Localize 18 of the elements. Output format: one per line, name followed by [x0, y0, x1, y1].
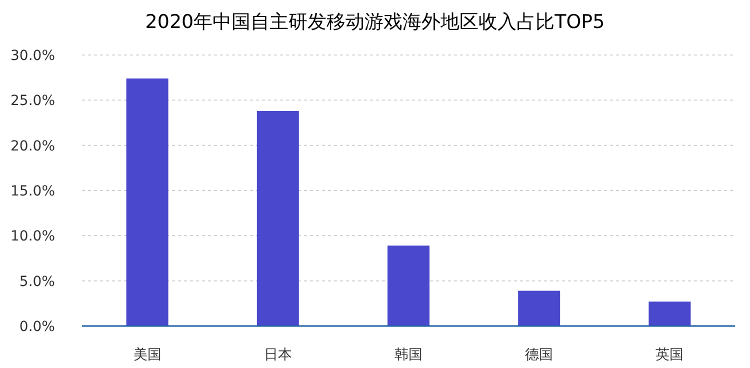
x-tick-label: 英国: [656, 347, 684, 363]
y-tick-label: 25.0%: [10, 93, 55, 110]
bar: [126, 78, 168, 326]
y-tick-label: 30.0%: [10, 48, 55, 64]
y-tick-label: 15.0%: [10, 184, 55, 200]
bar: [388, 246, 430, 326]
y-tick-label: 0.0%: [19, 319, 55, 335]
y-tick-label: 10.0%: [10, 228, 55, 245]
y-tick-label: 20.0%: [10, 138, 55, 154]
x-tick-label: 日本: [264, 347, 292, 363]
bar: [256, 111, 299, 326]
x-tick-label: 美国: [133, 347, 162, 363]
x-tick-label: 德国: [525, 347, 554, 363]
y-tick-label: 5.0%: [19, 274, 55, 290]
bar: [648, 302, 691, 326]
x-tick-label: 韩国: [394, 347, 422, 363]
bar: [518, 290, 560, 326]
chart-title: 2020年中国自主研发移动游戏海外地区收入占比TOP5: [145, 11, 605, 33]
